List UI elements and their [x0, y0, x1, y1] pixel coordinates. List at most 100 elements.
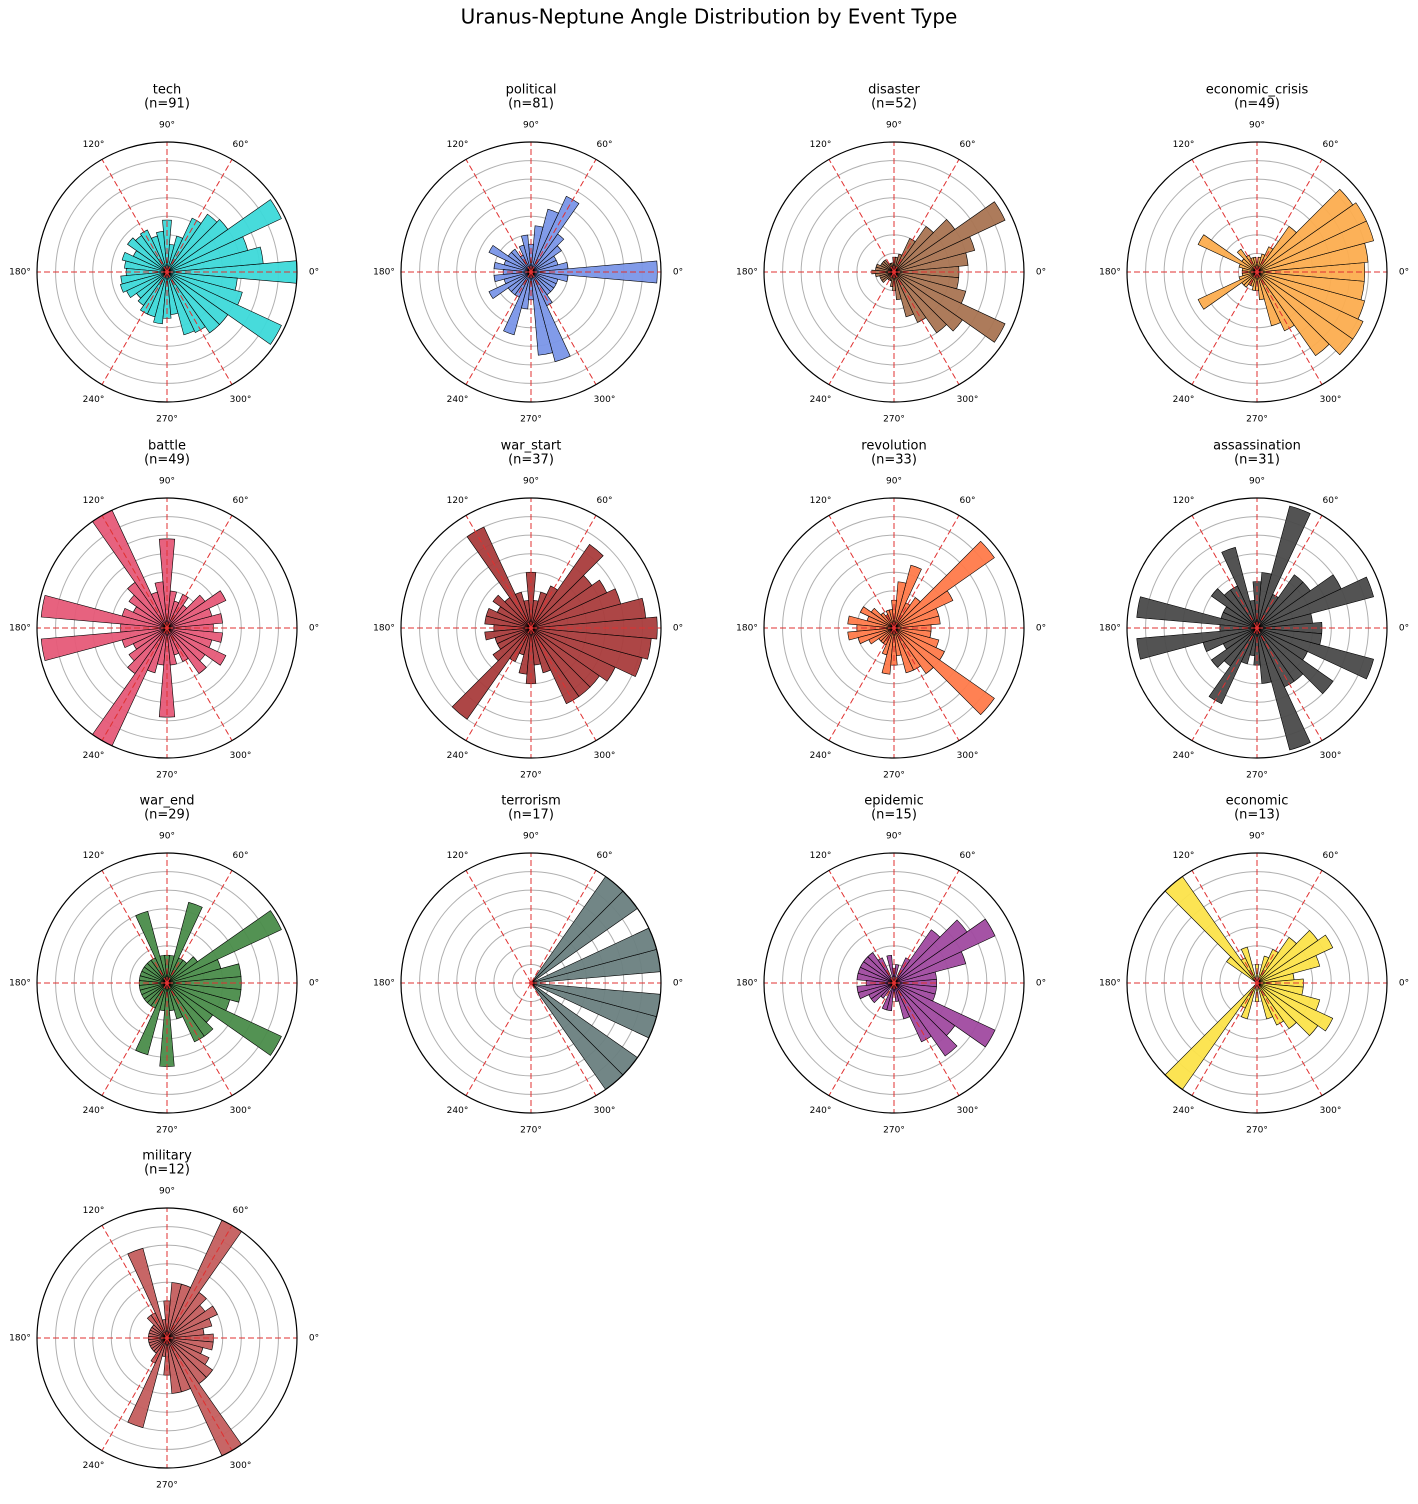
angle-tick-label: 60° — [597, 140, 613, 150]
subplot-title: political — [506, 83, 557, 98]
polar-frame — [36, 1207, 298, 1469]
bar — [893, 564, 922, 629]
polar-frame — [1126, 497, 1388, 759]
angle-line — [893, 627, 960, 741]
angle-line — [166, 271, 233, 385]
angle-line — [530, 271, 597, 385]
angle-line — [1256, 627, 1323, 741]
polar-frame — [36, 141, 298, 403]
center-dot — [892, 270, 896, 274]
angle-line — [1256, 271, 1323, 385]
bar — [1197, 271, 1258, 310]
angle-tick-label: 90° — [159, 121, 175, 131]
angle-line — [101, 271, 168, 385]
angle-tick-label: 90° — [886, 832, 902, 842]
bar — [893, 219, 956, 273]
bar — [530, 579, 608, 629]
angle-tick-label: 60° — [960, 851, 976, 861]
angle-line — [101, 982, 168, 1096]
bar — [893, 627, 932, 638]
bar — [893, 201, 1006, 273]
angle-tick-label: 90° — [1249, 832, 1265, 842]
angle-tick-label: 270° — [156, 771, 178, 781]
angle-tick-label: 120° — [810, 140, 832, 150]
angle-tick-label: 90° — [523, 832, 539, 842]
bar — [1226, 956, 1258, 984]
bar — [1256, 271, 1364, 340]
angle-line — [828, 627, 895, 741]
bar — [893, 253, 903, 273]
angle-tick-label: 120° — [447, 851, 469, 861]
bar — [146, 627, 168, 674]
angle-tick-label: 90° — [159, 832, 175, 842]
angle-line — [166, 627, 233, 741]
bar — [530, 271, 571, 363]
angle-tick-label: 300° — [230, 395, 252, 405]
bar — [893, 919, 968, 984]
angle-tick-label: 270° — [156, 415, 178, 425]
bar — [158, 627, 176, 718]
bar — [893, 581, 907, 629]
bar — [121, 251, 168, 273]
bar — [166, 199, 282, 273]
angle-tick-label: 180° — [736, 979, 758, 989]
angle-tick-label: 120° — [810, 496, 832, 506]
bar — [893, 271, 960, 290]
bar — [893, 225, 934, 273]
polar-frame — [1126, 141, 1388, 403]
angle-line — [465, 627, 532, 741]
bar — [1256, 271, 1365, 320]
bar — [1256, 627, 1323, 646]
subplot-title: tech — [153, 83, 181, 98]
angle-tick-label: 300° — [594, 395, 616, 405]
angle-tick-label: 0° — [1399, 624, 1409, 634]
bar — [158, 538, 176, 629]
angle-tick-label: 0° — [1036, 979, 1046, 989]
polar-frame — [400, 141, 662, 403]
bar — [1256, 982, 1321, 1011]
center-dot — [529, 626, 533, 630]
angle-tick-label: 240° — [810, 1106, 832, 1116]
angle-line — [530, 159, 597, 273]
angle-tick-label: 240° — [1173, 395, 1195, 405]
subplot-subtitle: (n=33) — [871, 453, 917, 468]
bar — [868, 627, 895, 645]
angle-tick-label: 240° — [810, 395, 832, 405]
center-dot — [165, 270, 169, 274]
bar — [1256, 256, 1262, 273]
angle-line — [893, 870, 960, 984]
angle-tick-label: 270° — [156, 1126, 178, 1136]
angle-tick-label: 90° — [886, 477, 902, 487]
angle-line — [1191, 515, 1258, 629]
polar-frame — [36, 852, 298, 1114]
bar — [530, 271, 569, 282]
angle-tick-label: 90° — [523, 121, 539, 131]
angle-line — [101, 1337, 168, 1451]
polar-frame — [763, 852, 1025, 1114]
bar — [893, 964, 900, 984]
bar — [135, 982, 168, 1056]
angle-tick-label: 90° — [1249, 477, 1265, 487]
bar — [166, 594, 206, 629]
bar — [530, 208, 559, 273]
bar — [166, 271, 282, 345]
bar — [166, 235, 184, 273]
bar — [166, 982, 242, 1003]
bar — [488, 271, 532, 300]
subplot-title: economic_crisis — [1206, 83, 1309, 98]
angle-tick-label: 270° — [1246, 1126, 1268, 1136]
center-dot — [1255, 626, 1259, 630]
angle-tick-label: 300° — [230, 751, 252, 761]
angle-line — [828, 159, 895, 273]
angle-line — [465, 159, 532, 273]
bar — [40, 594, 168, 629]
bar — [1256, 574, 1342, 629]
angle-tick-label: 90° — [1249, 121, 1265, 131]
angle-line — [828, 515, 895, 629]
polar-frame — [36, 497, 298, 759]
subplot-title: terrorism — [501, 794, 561, 809]
bar — [1240, 627, 1258, 665]
bar — [166, 627, 227, 666]
angle-tick-label: 300° — [957, 395, 979, 405]
bar — [893, 540, 995, 629]
